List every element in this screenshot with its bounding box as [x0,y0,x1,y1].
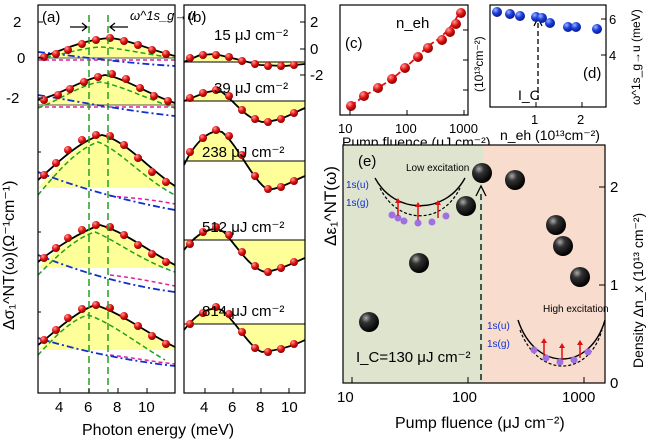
low-excitation-inset: Low excitation 1s(u) 1s(g) [346,163,469,227]
panel-e-ytick-2: 2 [610,179,618,196]
panel-e-ytick-0: 0 [610,375,618,392]
panel-c-ylabel: (10¹³cm⁻²) [472,36,486,92]
low-1sg-label: 1s(g) [346,198,369,209]
panel-d-frame [489,4,607,108]
panel-b-ytick-0: 2 [310,14,318,31]
panel-c-xtick-1: 100 [395,121,417,136]
panel-d-label: (d) [583,65,601,82]
panel-e-xtick-0: 10 [337,389,354,406]
trace-label-15: 15 μJ cm⁻² [214,27,288,44]
panel-c: (c) n_eh 10 100 1000 Pump fluence (μJ cm… [338,4,491,150]
panel-b-xtick-2: 8 [256,399,264,416]
panel-e-ylabel-left: Δε₁^NT(ω) [321,166,340,246]
panel-a-ytick-2: -2 [6,90,19,107]
panel-e-ytick-1: 1 [610,277,618,294]
panel-d-ylabel: ω^1s_g→u (meV) [629,9,643,105]
panel-e-xtick-2: 1000 [562,389,595,406]
panel-d-ytick-0: 6 [609,12,616,27]
high-1su-label: 1s(u) [487,321,510,332]
panel-a-xtick-2: 8 [113,399,121,416]
trace-label-238: 238 μJ cm⁻² [202,144,284,161]
panel-a-ylabel: Δσ₁^NT(ω)(Ω⁻¹cm⁻¹) [1,181,18,330]
panel-b-ytick-1: 0 [310,41,318,58]
panel-b-data-points [186,51,298,356]
panel-d-xtick-1: 2 [577,112,584,127]
panel-a-ytick-1: 0 [17,50,25,67]
panel-d-xlabel: n_eh (10¹³cm⁻²) [500,127,600,143]
panel-a: (a) ω^1s_g→u 2 0 -2 4 6 8 10 Δσ₁^NT(ω)(Ω… [1,4,195,416]
trace-label-512: 512 μJ cm⁻² [202,219,284,236]
arrow-right-icon [70,22,89,32]
panel-b-label: (b) [188,9,206,26]
panel-b-ytick-2: -2 [310,67,323,84]
panel-e-data-points [359,163,590,332]
low-excitation-label: Low excitation [406,163,469,174]
panel-c-data-points [346,8,466,111]
panel-b-xtick-0: 4 [200,399,208,416]
panel-e: Low excitation 1s(u) 1s(g) High excitati… [321,144,646,432]
panel-a-xtick-1: 6 [84,399,92,416]
high-excitation-inset: High excitation 1s(u) 1s(g) [487,304,609,367]
arrow-left-icon [108,22,128,32]
low-1su-label: 1s(u) [346,180,369,191]
panel-a-data-points [40,34,172,348]
panel-c-label: (c) [345,35,363,52]
panel-a-label: (a) [42,9,60,26]
panel-e-xlabel: Pump fluence (μJ cm⁻²) [395,415,565,432]
arrow-up-icon [475,184,487,197]
panel-a-annotation: ω^1s_g→u [130,8,195,23]
panel-b-xtick-3: 10 [281,399,298,416]
panel-b: (b) 2 0 -2 4 6 8 10 15 μJ cm⁻² 39 μJ cm⁻… [183,4,323,416]
threshold-label: I_C=130 μJ cm⁻² [356,349,471,366]
panel-e-xtick-1: 100 [452,389,477,406]
trace-label-39: 39 μJ cm⁻² [214,80,288,97]
panel-d-data-points [492,7,602,34]
panel-d-xtick-0: 1 [531,112,538,127]
panel-c-xtick-0: 10 [338,121,352,136]
panel-a-xtick-0: 4 [55,399,63,416]
trace-label-814: 814 μJ cm⁻² [202,303,284,320]
panel-b-frame [183,4,306,394]
panel-a-frame [37,4,176,394]
panel-e-ylabel-right: Density Δn_x (10¹³ cm⁻²) [630,213,646,368]
high-excitation-label: High excitation [543,304,609,315]
panel-d: (d) I_C 1 2 6 4 n_eh (10¹³cm⁻²) ω^1s_g→u… [489,4,643,143]
panel-c-xtick-2: 1000 [449,121,478,136]
panel-e-label: (e) [358,153,376,170]
panel-c-series-label: n_eh [396,15,429,32]
panel-a-xtick-3: 10 [138,399,155,416]
panel-a-ytick-0: 2 [13,14,21,31]
panel-e-frame [342,144,606,384]
panel-b-xtick-1: 6 [228,399,236,416]
high-1sg-label: 1s(g) [487,339,510,350]
panel-d-annotation: I_C [518,87,540,103]
shared-xlabel: Photon energy (meV) [82,422,234,439]
panel-d-ytick-1: 4 [609,48,616,63]
